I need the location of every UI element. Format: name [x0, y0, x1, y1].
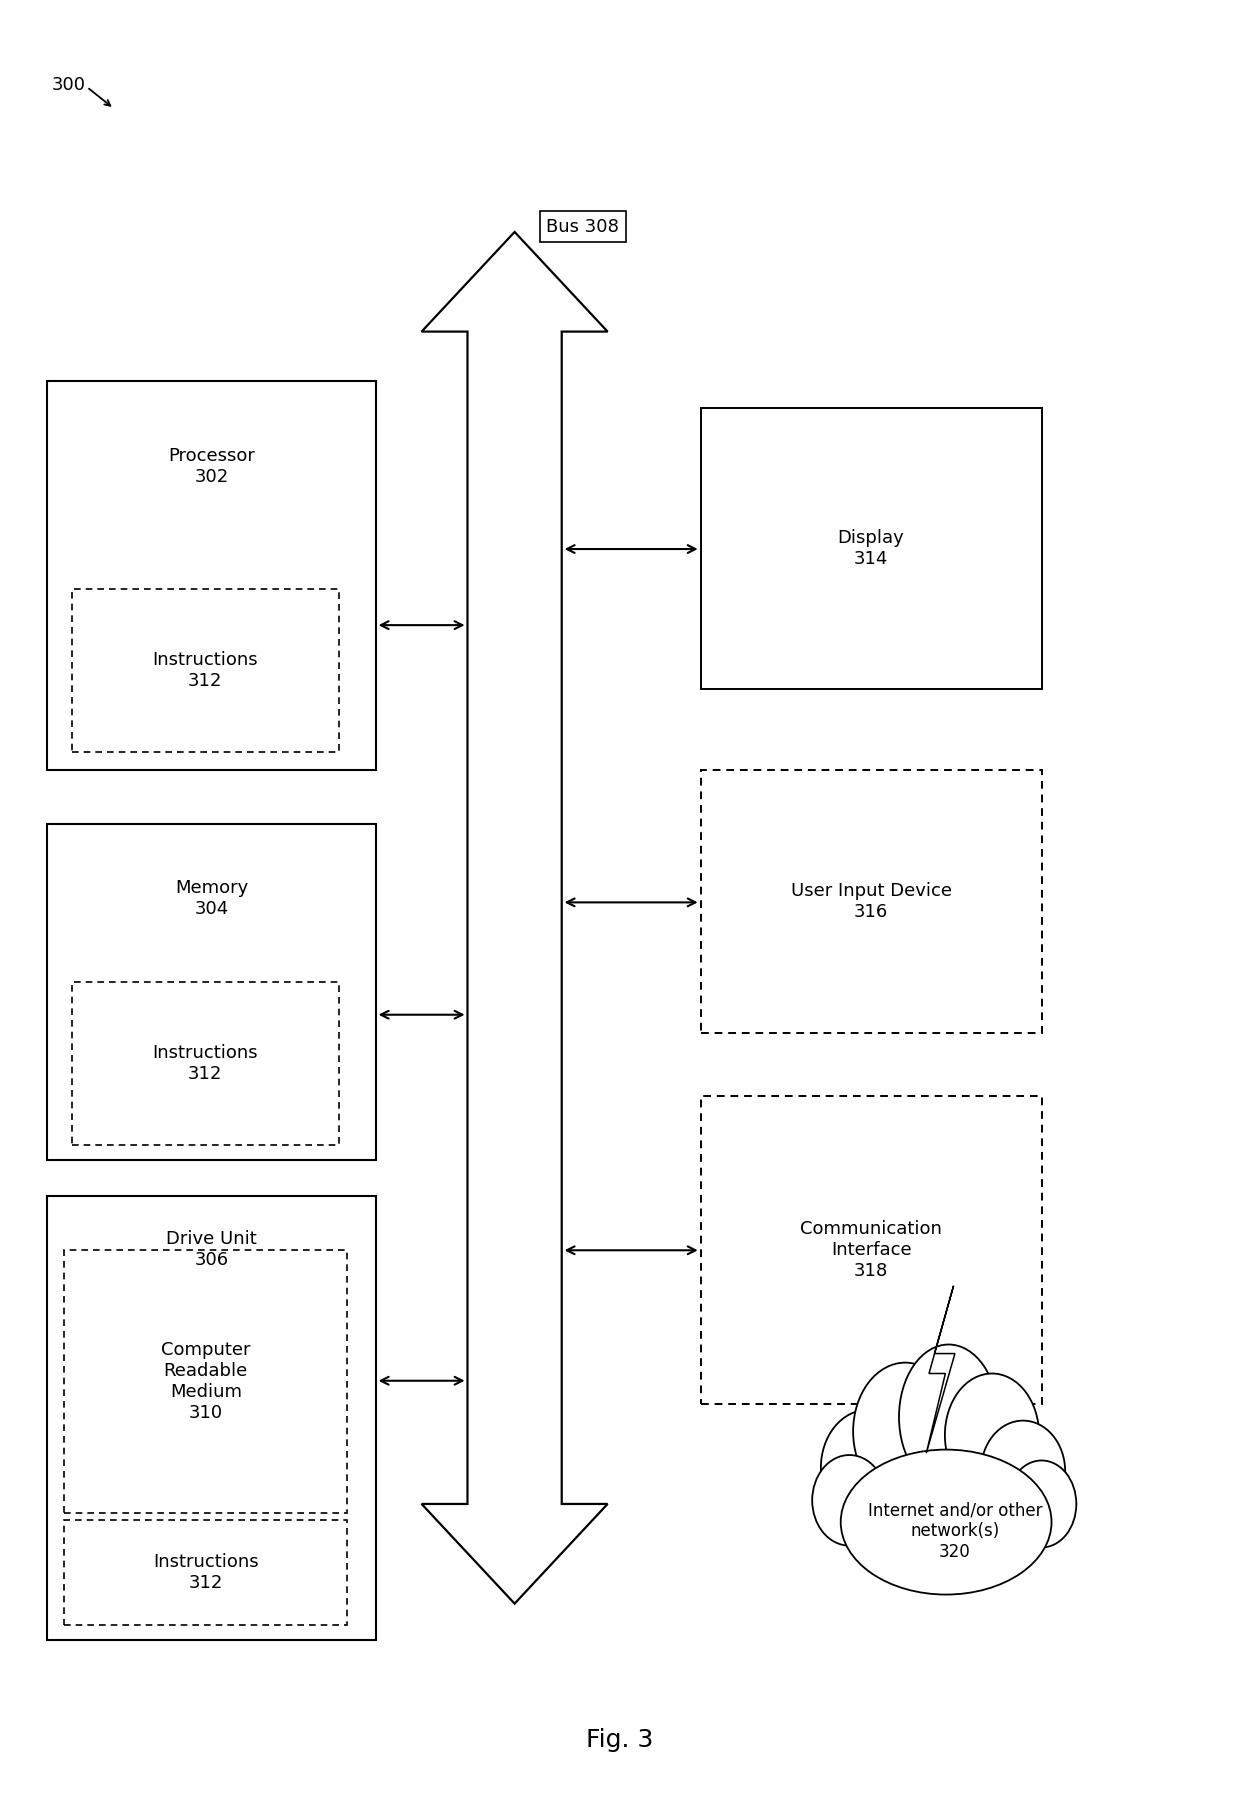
Ellipse shape: [1007, 1460, 1076, 1547]
Ellipse shape: [841, 1450, 1052, 1595]
Bar: [64, 1520, 347, 1625]
Ellipse shape: [899, 1345, 998, 1489]
Ellipse shape: [853, 1363, 957, 1500]
Text: Internet and/or other
network(s)
320: Internet and/or other network(s) 320: [868, 1502, 1042, 1560]
Bar: [47, 1196, 376, 1640]
Text: Memory
304: Memory 304: [175, 879, 248, 917]
Text: Display
314: Display 314: [838, 529, 904, 567]
Text: Instructions
312: Instructions 312: [153, 1044, 258, 1084]
Text: Communication
Interface
318: Communication Interface 318: [800, 1221, 942, 1279]
Ellipse shape: [821, 1410, 915, 1526]
Text: Instructions
312: Instructions 312: [153, 651, 258, 690]
Text: Bus 308: Bus 308: [547, 217, 619, 236]
Ellipse shape: [945, 1373, 1039, 1497]
Ellipse shape: [812, 1455, 887, 1546]
Text: Drive Unit
306: Drive Unit 306: [166, 1230, 257, 1268]
Bar: [701, 770, 1042, 1033]
Bar: [701, 1096, 1042, 1404]
Bar: [47, 381, 376, 770]
Bar: [64, 1250, 347, 1513]
Text: 300: 300: [52, 76, 86, 94]
Text: Computer
Readable
Medium
310: Computer Readable Medium 310: [161, 1341, 250, 1422]
Bar: [701, 408, 1042, 689]
Text: User Input Device
316: User Input Device 316: [791, 882, 951, 920]
Text: Instructions
312: Instructions 312: [153, 1553, 259, 1593]
Polygon shape: [422, 232, 608, 1604]
Polygon shape: [926, 1287, 955, 1453]
Ellipse shape: [981, 1421, 1065, 1522]
Bar: [47, 824, 376, 1160]
Text: Processor
302: Processor 302: [167, 448, 255, 486]
Bar: [72, 589, 339, 752]
Bar: [72, 982, 339, 1145]
Text: Fig. 3: Fig. 3: [587, 1727, 653, 1752]
